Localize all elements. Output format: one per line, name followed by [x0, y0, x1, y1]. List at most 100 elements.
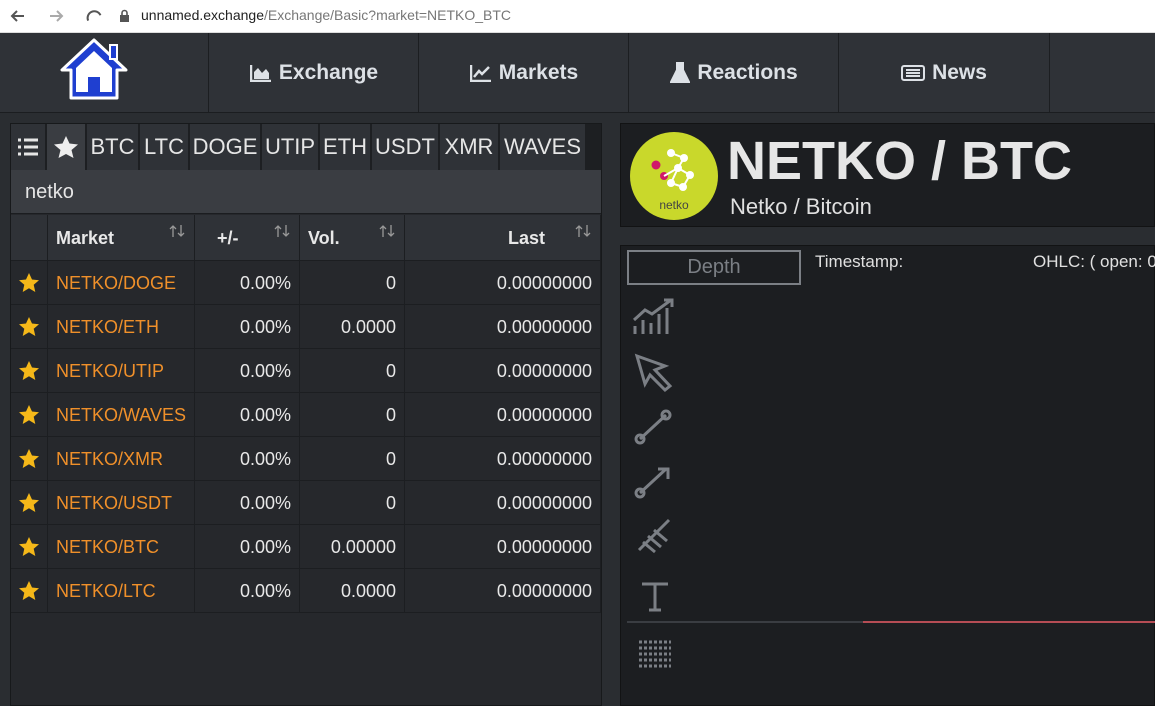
column-header[interactable]: Last — [405, 215, 601, 261]
sort-icon[interactable] — [273, 224, 291, 238]
favorite-star[interactable] — [18, 316, 40, 337]
market-value: 0.00% — [195, 261, 300, 305]
header-cell — [11, 215, 48, 261]
star-cell[interactable] — [11, 261, 48, 305]
tool-fib[interactable] — [637, 518, 671, 554]
nav-icon — [901, 64, 926, 81]
favorites-tab[interactable] — [47, 124, 85, 170]
market-tabs: BTC LTC DOGE UTIP ETH USDT XMR WAVES — [11, 124, 601, 170]
favorite-star[interactable] — [18, 360, 40, 381]
tool-text[interactable] — [642, 582, 668, 612]
market-link[interactable]: NETKO/WAVES — [48, 393, 195, 437]
browser-buttons[interactable] — [8, 6, 118, 26]
nav-icon — [469, 64, 491, 82]
search-input[interactable]: netko — [11, 170, 601, 214]
market-value: 0.00000000 — [405, 305, 601, 349]
nav-label: News — [932, 60, 987, 84]
depth-button[interactable]: Depth — [627, 250, 801, 285]
market-value: 0.00000000 — [405, 525, 601, 569]
market-link[interactable]: NETKO/DOGE — [48, 261, 195, 305]
star-cell[interactable] — [11, 349, 48, 393]
market-value: 0.00% — [195, 305, 300, 349]
column-header[interactable]: +/- — [195, 215, 300, 261]
market-value: 0.0000 — [300, 569, 405, 613]
star-icon — [54, 136, 78, 158]
market-tab[interactable]: WAVES — [500, 124, 585, 170]
market-tab[interactable]: BTC — [87, 124, 138, 170]
market-link[interactable]: NETKO/UTIP — [48, 349, 195, 393]
sort-icon[interactable] — [378, 224, 396, 238]
market-link[interactable]: NETKO/ETH — [48, 305, 195, 349]
market-link[interactable]: NETKO/BTC — [48, 525, 195, 569]
coin-logo: netko — [630, 132, 718, 220]
market-value: 0 — [300, 437, 405, 481]
timestamp-label: Timestamp: — [815, 252, 904, 271]
sort — [574, 209, 592, 255]
star-cell[interactable] — [11, 437, 48, 481]
market-link[interactable]: NETKO/USDT — [48, 481, 195, 525]
market-value: 0.00000000 — [405, 481, 601, 525]
nav-exchange[interactable]: Exchange — [208, 33, 419, 112]
nav-bar: Exchange Markets Reactions News — [0, 33, 1155, 113]
favorite-star[interactable] — [18, 404, 40, 425]
favorite-star[interactable] — [18, 580, 40, 601]
tool-cursor[interactable] — [634, 353, 673, 393]
market-tab[interactable]: ETH — [320, 124, 370, 170]
column-title: +/- — [217, 228, 239, 248]
tool-ray[interactable] — [634, 467, 670, 499]
column-header[interactable]: Vol. — [300, 215, 405, 261]
column-header[interactable]: Market — [48, 215, 195, 261]
star-cell[interactable] — [11, 569, 48, 613]
tool-grid[interactable] — [639, 640, 671, 668]
column-title: Vol. — [308, 228, 340, 248]
coin-header: netko NETKO / BTC Netko / Bitcoin — [620, 123, 1155, 227]
market-value: 0.0000 — [300, 305, 405, 349]
market-value: 0 — [300, 349, 405, 393]
nav-reactions[interactable]: Reactions — [628, 33, 839, 112]
sort — [273, 209, 291, 255]
url[interactable]: unnamed.exchange/Exchange/Basic?market=N… — [141, 7, 511, 23]
nav-news[interactable]: News — [838, 33, 1050, 112]
market-value: 0.00000 — [300, 525, 405, 569]
sort — [378, 209, 396, 255]
market-value: 0.00% — [195, 525, 300, 569]
star-cell[interactable] — [11, 305, 48, 349]
list-tab[interactable] — [11, 124, 45, 170]
market-value: 0 — [300, 261, 405, 305]
coin-subtitle: Netko / Bitcoin — [730, 194, 872, 219]
tool-indicators[interactable] — [632, 298, 674, 334]
nav-label: Markets — [498, 60, 579, 84]
market-value: 0 — [300, 393, 405, 437]
nav-markets[interactable]: Markets — [418, 33, 629, 112]
market-value: 0.00000000 — [405, 437, 601, 481]
market-value: 0.00% — [195, 393, 300, 437]
favorite-star[interactable] — [18, 492, 40, 513]
market-table: Market +/- Vol. Last NETKO/DOGE 0.00% 0 0.00000… — [11, 215, 601, 615]
sort-icon[interactable] — [574, 224, 592, 238]
favorite-star[interactable] — [18, 272, 40, 293]
coin-title: NETKO / BTC — [727, 131, 1072, 191]
favorite-star[interactable] — [18, 536, 40, 557]
url-host: unnamed.exchange — [141, 7, 264, 23]
sort-icon[interactable] — [168, 224, 186, 238]
star-cell[interactable] — [11, 481, 48, 525]
star-cell[interactable] — [11, 393, 48, 437]
market-value: 0.00% — [195, 481, 300, 525]
star-cell[interactable] — [11, 525, 48, 569]
market-tab[interactable]: LTC — [140, 124, 188, 170]
market-link[interactable]: NETKO/XMR — [48, 437, 195, 481]
url-path: /Exchange/Basic?market=NETKO_BTC — [264, 7, 512, 23]
nav-label: Reactions — [697, 60, 798, 84]
home-logo[interactable] — [58, 37, 130, 101]
nav-icon — [670, 61, 691, 83]
nav-icon — [249, 64, 271, 82]
tool-trendline[interactable] — [634, 409, 672, 445]
favorite-star[interactable] — [18, 448, 40, 469]
market-tab[interactable]: XMR — [440, 124, 498, 170]
market-value: 0.00% — [195, 437, 300, 481]
market-tab[interactable]: DOGE — [190, 124, 260, 170]
market-tab[interactable]: UTIP — [262, 124, 318, 170]
market-tab[interactable]: USDT — [372, 124, 438, 170]
market-link[interactable]: NETKO/LTC — [48, 569, 195, 613]
